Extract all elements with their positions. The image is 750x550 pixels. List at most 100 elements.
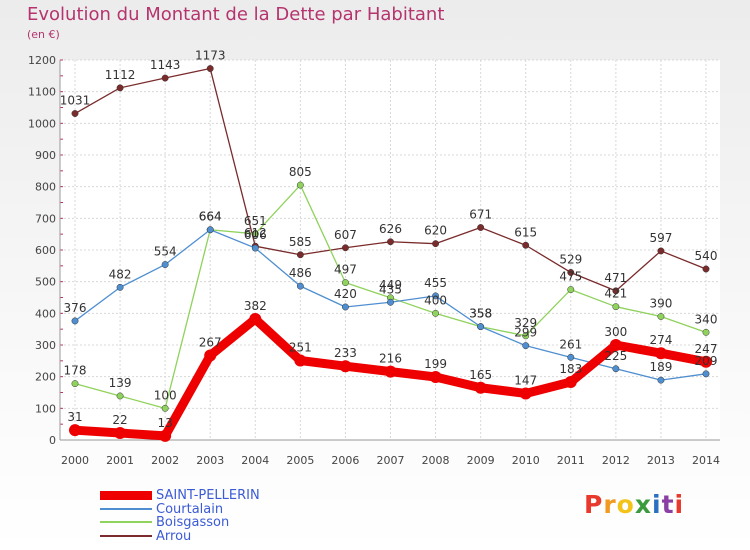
y-tick-label: 600 (35, 244, 56, 257)
data-label-arrou: 585 (289, 235, 312, 249)
data-point-courtalain (387, 298, 394, 306)
data-point-boisgasson (432, 309, 440, 317)
legend-label: Boisgasson (156, 514, 230, 530)
data-point-boisgasson (251, 230, 259, 238)
y-tick-label: 500 (35, 276, 56, 289)
data-point-courtalain (251, 244, 259, 252)
chart-title: Evolution du Montant de la Dette par Hab… (27, 4, 445, 25)
x-tick-label: 2009 (467, 454, 495, 467)
legend-label: Courtalain (156, 501, 224, 517)
data-label-arrou: 529 (559, 252, 582, 266)
data-point-courtalain (161, 261, 169, 269)
legend-label: SAINT-PELLERIN (156, 487, 260, 503)
data-point-arrou (567, 269, 575, 276)
data-label-saint-pellerin: 183 (559, 362, 582, 376)
data-label-saint-pellerin: 300 (604, 325, 627, 339)
legend-swatch (100, 490, 152, 500)
data-label-boisgasson: 805 (289, 165, 312, 179)
data-label-arrou: 1031 (60, 94, 91, 108)
data-point-arrou (477, 224, 485, 231)
x-tick-label: 2000 (61, 454, 89, 467)
data-label-saint-pellerin: 382 (244, 299, 267, 313)
y-tick-label: 1100 (28, 86, 56, 99)
data-label-courtalain: 435 (379, 282, 402, 296)
data-point-courtalain (657, 376, 665, 384)
data-label-courtalain: 358 (469, 307, 492, 321)
x-tick-label: 2007 (377, 454, 405, 467)
data-label-saint-pellerin: 247 (695, 342, 718, 356)
data-point-saint-pellerin (204, 349, 217, 362)
x-tick-label: 2005 (286, 454, 314, 467)
x-tick-label: 2014 (692, 454, 720, 467)
data-label-courtalain: 455 (424, 276, 447, 290)
x-tick-label: 2013 (647, 454, 675, 467)
data-label-arrou: 597 (649, 231, 672, 245)
data-label-boisgasson: 139 (109, 376, 132, 390)
data-label-saint-pellerin: 233 (334, 346, 357, 360)
x-tick-label: 2011 (557, 454, 585, 467)
data-label-courtalain: 376 (64, 301, 87, 315)
data-label-arrou: 671 (469, 208, 492, 222)
data-label-courtalain: 664 (199, 210, 222, 224)
data-point-saint-pellerin (339, 360, 352, 373)
y-tick-label: 200 (35, 371, 56, 384)
x-tick-label: 2001 (106, 454, 134, 467)
x-tick-label: 2003 (196, 454, 224, 467)
data-label-courtalain: 299 (514, 326, 537, 340)
data-label-saint-pellerin: 199 (424, 357, 447, 371)
data-label-courtalain: 189 (649, 360, 672, 374)
x-tick-label: 2010 (512, 454, 540, 467)
y-tick-label: 700 (35, 212, 56, 225)
data-point-boisgasson (702, 328, 710, 336)
data-point-arrou (206, 65, 214, 73)
data-label-courtalain: 420 (334, 287, 357, 301)
y-tick-label: 400 (35, 307, 56, 320)
x-tick-label: 2012 (602, 454, 630, 467)
data-point-boisgasson (71, 380, 79, 388)
data-label-boisgasson: 475 (559, 270, 582, 284)
data-point-courtalain (702, 370, 710, 378)
data-point-saint-pellerin (474, 381, 487, 394)
data-label-arrou: 612 (244, 226, 267, 240)
data-label-boisgasson: 329 (514, 316, 537, 330)
data-label-boisgasson: 358 (469, 307, 492, 321)
data-point-saint-pellerin (429, 370, 442, 383)
x-tick-label: 2002 (151, 454, 179, 467)
legend-swatch (100, 508, 152, 510)
data-point-courtalain (432, 292, 440, 300)
data-label-boisgasson: 100 (154, 388, 177, 402)
data-label-boisgasson: 664 (199, 210, 222, 224)
data-label-arrou: 1143 (150, 58, 181, 72)
data-point-courtalain (341, 303, 349, 311)
legend-swatch (100, 535, 152, 537)
data-point-saint-pellerin (249, 313, 262, 326)
data-point-saint-pellerin (654, 347, 667, 360)
data-label-boisgasson: 400 (424, 293, 447, 307)
data-label-arrou: 1173 (195, 49, 226, 63)
legend-item-boisgasson: Boisgasson (100, 514, 230, 530)
data-point-courtalain (206, 226, 214, 234)
data-label-boisgasson: 449 (379, 278, 402, 292)
data-label-boisgasson: 421 (604, 287, 627, 301)
data-point-courtalain (116, 283, 124, 291)
data-label-courtalain: 482 (109, 267, 132, 281)
data-label-boisgasson: 497 (334, 263, 357, 277)
data-point-arrou (432, 240, 440, 248)
data-point-boisgasson (522, 332, 530, 340)
data-point-saint-pellerin (294, 354, 307, 367)
data-point-courtalain (477, 323, 485, 331)
logo-letter: o (616, 490, 635, 519)
data-label-saint-pellerin: 147 (514, 373, 537, 387)
legend-item-arrou: Arrou (100, 529, 191, 544)
data-label-arrou: 540 (695, 249, 718, 263)
data-point-saint-pellerin (114, 427, 127, 440)
y-tick-label: 1000 (28, 117, 56, 130)
data-point-arrou (71, 110, 79, 117)
legend-swatch (100, 521, 152, 523)
data-point-boisgasson (567, 286, 575, 294)
legend-item-saint-pellerin: SAINT-PELLERIN (100, 487, 260, 503)
x-tick-label: 2004 (241, 454, 269, 467)
data-point-courtalain (71, 317, 79, 325)
data-label-saint-pellerin: 165 (469, 368, 492, 382)
logo-letter: P (584, 490, 604, 519)
